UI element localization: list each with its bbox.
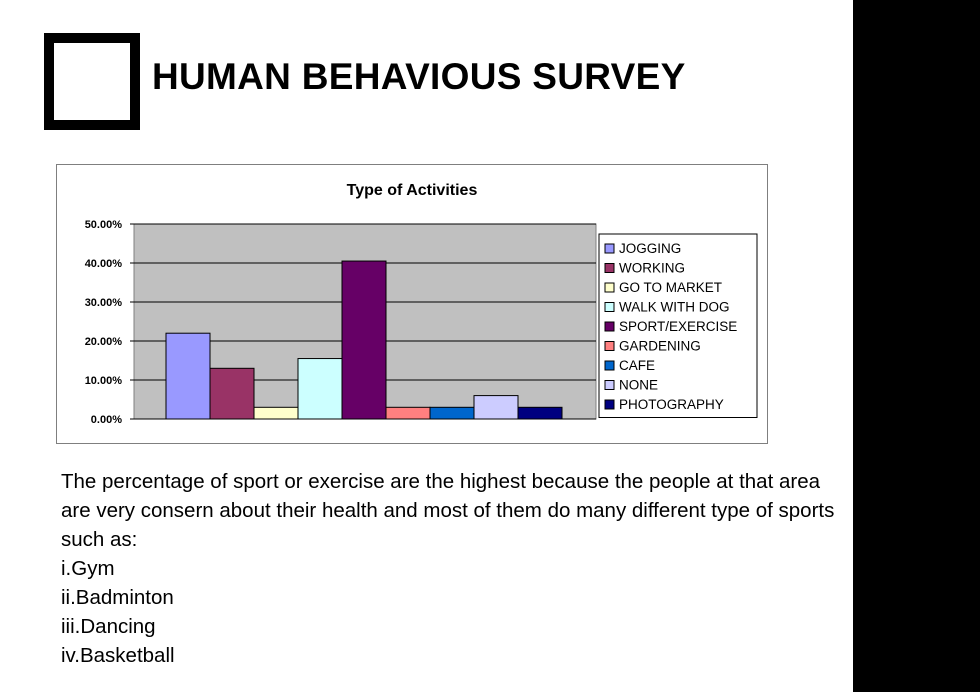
y-tick-label: 0.00% [91, 414, 122, 426]
y-tick-label: 50.00% [85, 219, 123, 231]
explanation-paragraph: The percentage of sport or exercise are … [61, 470, 835, 551]
bar-sport-exercise [341, 260, 387, 420]
chart-title: Type of Activities [347, 182, 478, 199]
legend-label: JOGGING [619, 241, 681, 256]
legend-swatch [604, 360, 615, 371]
legend-swatch [604, 302, 615, 312]
legend-swatch [604, 399, 615, 410]
legend-label: SPORT/EXERCISE [619, 319, 737, 334]
bar-none [473, 395, 519, 420]
bar-walk-with-dog [297, 358, 343, 420]
legend-swatch [604, 341, 615, 351]
bar-gardening [385, 406, 431, 420]
legend-label: GARDENING [619, 339, 701, 354]
legend-label: WORKING [619, 261, 685, 276]
chart-frame: Type of Activities 0.00% 10.00% 20.00% 30.00… [56, 164, 768, 444]
bar-jogging [165, 332, 211, 420]
bar-cafe [429, 406, 475, 420]
legend-label: WALK WITH DOG [619, 300, 730, 315]
legend-label: NONE [619, 378, 658, 393]
y-tick-label: 40.00% [85, 258, 123, 270]
sports-list-item: iii.Dancing [61, 615, 156, 638]
slide-title: HUMAN BEHAVIOUS SURVEY [152, 56, 686, 97]
legend-swatch [604, 380, 615, 390]
sports-list: i.Gym ii.Badminton iii.Dancing iv.Basket… [61, 554, 841, 670]
legend-swatch [604, 321, 615, 332]
legend-swatch [604, 243, 615, 254]
legend-swatch [604, 263, 615, 273]
y-tick-label: 10.00% [85, 375, 123, 387]
legend-label: CAFE [619, 358, 655, 373]
title-square-icon [44, 33, 140, 130]
bar-chart: Type of Activities 0.00% 10.00% 20.00% 30.00… [85, 182, 758, 426]
legend-box [598, 233, 758, 418]
y-tick-label: 20.00% [85, 336, 123, 348]
slide-body: The percentage of sport or exercise are … [61, 467, 841, 670]
sports-list-item: i.Gym [61, 557, 115, 580]
y-tick-label: 30.00% [85, 297, 123, 309]
sports-list-item: iv.Basketball [61, 644, 175, 667]
legend-label: PHOTOGRAPHY [619, 397, 724, 412]
legend-swatch [604, 282, 615, 293]
bar-working [209, 367, 255, 420]
sports-list-item: ii.Badminton [61, 586, 174, 609]
bar-photography [517, 406, 563, 420]
legend-label: GO TO MARKET [619, 280, 722, 295]
right-black-bar [853, 0, 980, 692]
bar-go-to-market [253, 406, 299, 420]
